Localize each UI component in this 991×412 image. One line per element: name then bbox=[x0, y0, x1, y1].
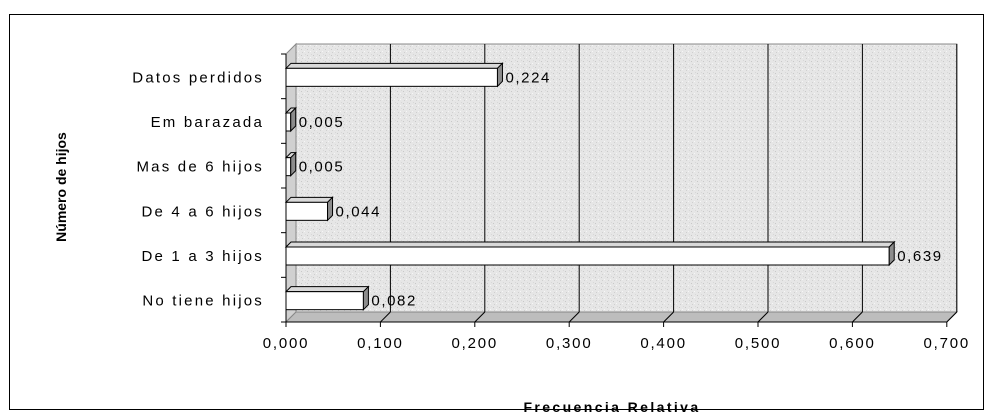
bar-top bbox=[284, 286, 370, 293]
bar-face bbox=[285, 201, 329, 221]
x-axis-title: Frecuencia Relativa bbox=[523, 399, 700, 412]
bar-end bbox=[362, 285, 369, 311]
bar-face bbox=[285, 67, 498, 87]
category-label: De 1 a 3 hijos bbox=[141, 248, 264, 265]
bar-face bbox=[285, 112, 292, 132]
bars bbox=[284, 62, 896, 311]
bar bbox=[284, 196, 334, 222]
gridline-floor bbox=[946, 311, 958, 323]
gridline-floor bbox=[380, 311, 391, 323]
bar-top bbox=[284, 62, 504, 69]
category-label: Datos perdidos bbox=[132, 69, 264, 86]
category-label: Mas de 6 hijos bbox=[136, 159, 264, 176]
bar bbox=[284, 285, 370, 311]
bar-end bbox=[888, 240, 895, 267]
data-label: 0,639 bbox=[897, 248, 943, 265]
category-label: Em barazada bbox=[151, 114, 264, 131]
bar-end bbox=[290, 151, 297, 177]
data-label: 0,224 bbox=[505, 69, 551, 86]
bar-face bbox=[285, 291, 364, 311]
x-tick-label: 0,200 bbox=[452, 335, 499, 352]
top-bar bbox=[0, 0, 991, 14]
bar-top bbox=[284, 196, 334, 203]
x-tick-label: 0,600 bbox=[829, 335, 876, 352]
gridline-floor bbox=[663, 311, 674, 323]
x-tick-label: 0,500 bbox=[735, 335, 782, 352]
x-tick-label: 0,300 bbox=[546, 335, 593, 352]
y-axis-title: Número de hijos bbox=[53, 132, 69, 242]
x-tick-label: 0,400 bbox=[640, 335, 687, 352]
x-tick-label: 0,000 bbox=[263, 335, 310, 352]
bar-face bbox=[285, 246, 890, 266]
data-label: 0,005 bbox=[299, 159, 345, 176]
labels: 0,000 0,100 0,200 0,300 0,400 0,500 0,600 0,700… bbox=[132, 69, 971, 352]
floor bbox=[284, 311, 959, 323]
bar-face bbox=[285, 157, 292, 177]
bar bbox=[284, 240, 896, 267]
data-label: 0,082 bbox=[371, 293, 417, 310]
bar bbox=[284, 151, 297, 177]
bar bbox=[284, 106, 297, 133]
data-label: 0,005 bbox=[299, 114, 345, 131]
gridline-floor bbox=[852, 311, 863, 323]
x-tick-label: 0,100 bbox=[357, 335, 404, 352]
x-tick-label: 0,700 bbox=[924, 335, 971, 352]
data-label: 0,044 bbox=[336, 203, 382, 220]
gridline-floor bbox=[568, 311, 580, 323]
bar-end bbox=[327, 196, 334, 222]
bar-end bbox=[496, 62, 503, 88]
bar bbox=[284, 62, 504, 88]
gridline-floor bbox=[757, 311, 769, 323]
bar-top bbox=[284, 241, 896, 248]
bar-end bbox=[290, 106, 297, 133]
category-label: No tiene hijos bbox=[142, 293, 264, 310]
category-label: De 4 a 6 hijos bbox=[141, 203, 264, 220]
gridline-floor bbox=[474, 311, 486, 323]
